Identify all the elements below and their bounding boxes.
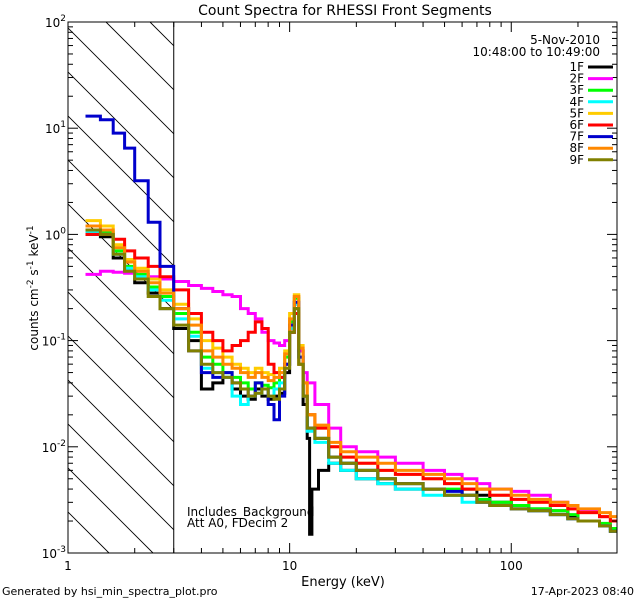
y-tick-label: 10-1 <box>42 333 66 349</box>
hatch-line <box>68 467 154 553</box>
hatch-line <box>0 22 21 553</box>
legend-time-range: 10:48:00 to 10:49:00 <box>473 45 600 59</box>
x-axis-label: Energy (keV) <box>301 575 385 590</box>
series-3f <box>85 228 617 530</box>
hatch-line <box>68 379 174 487</box>
legend: 5-Nov-2010 10:48:00 to 10:49:00 1F2F3F4F… <box>473 33 613 167</box>
hatch-line <box>68 247 174 355</box>
legend-label-7f: 7F <box>569 130 584 144</box>
hatch-line <box>68 335 174 443</box>
plot-frame <box>67 21 618 554</box>
annotation-background: Includes_Background <box>187 505 315 519</box>
y-tick-label: 102 <box>45 14 66 30</box>
legend-label-5f: 5F <box>569 106 584 120</box>
legend-label-2f: 2F <box>569 72 584 86</box>
chart-title: Count Spectra for RHESSI Front Segments <box>198 3 492 19</box>
series-8f <box>85 224 617 519</box>
hatch-line <box>68 423 174 531</box>
footer-generated-by: Generated by hsi_min_spectra_plot.pro <box>2 585 218 598</box>
y-axis-label: counts cm-2 s-1 keV-1 <box>26 225 41 350</box>
axis-layer: 10-3 10-2 10-1 100 101 102 1 10 100 <box>42 14 618 573</box>
y-tick-label: 100 <box>45 226 66 242</box>
footer-timestamp: 17-Apr-2023 08:40 <box>531 585 634 598</box>
legend-label-8f: 8F <box>569 141 584 155</box>
x-tick-label: 10 <box>282 559 297 573</box>
hatch-line <box>68 27 174 135</box>
x-tick-label: 100 <box>500 559 523 573</box>
hatch-line <box>68 511 110 553</box>
hatch-line <box>68 71 174 179</box>
series-layer <box>85 114 617 536</box>
x-tick-label: 1 <box>64 559 72 573</box>
legend-date: 5-Nov-2010 <box>530 33 600 47</box>
legend-label-4f: 4F <box>569 95 584 109</box>
y-tick-label: 10-2 <box>42 439 66 455</box>
annotation-attenuator: Att A0, FDecim 2 <box>187 516 288 530</box>
y-tick-label: 101 <box>45 120 66 136</box>
hatch-line <box>68 159 174 267</box>
legend-label-3f: 3F <box>569 83 584 97</box>
legend-label-1f: 1F <box>569 60 584 74</box>
hatch-line <box>68 291 174 399</box>
legend-label-9f: 9F <box>569 153 584 167</box>
hatch-line <box>105 22 174 91</box>
legend-label-6f: 6F <box>569 118 584 132</box>
series-9f <box>85 228 617 533</box>
y-tick-label: 10-3 <box>42 545 66 561</box>
